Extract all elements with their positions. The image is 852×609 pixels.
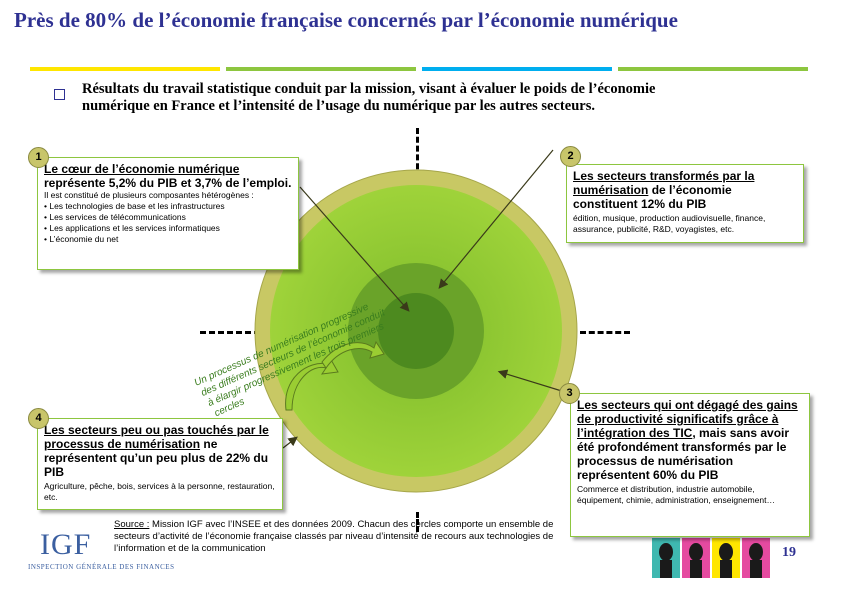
colored-silhouettes-decoration <box>652 538 770 578</box>
badge-number-4: 4 <box>28 408 49 429</box>
box-1-body: Il est constitué de plusieurs composante… <box>44 190 254 200</box>
info-box-2: Les secteurs transformés par la numérisa… <box>566 164 804 243</box>
intro-line-1: Résultats du travail statistique conduit… <box>82 81 656 97</box>
box-3-heading-rest: , mais sans avoir été profondément trans… <box>577 426 790 482</box>
curved-arrow-inner-icon <box>321 340 385 369</box>
intro-text: Résultats du travail statistique conduit… <box>82 81 782 115</box>
badge-number-2: 2 <box>560 146 581 167</box>
connector-box4 <box>282 436 298 449</box>
box-3-heading: Les secteurs qui ont dégagé des gains de… <box>577 398 803 482</box>
source-label: Source : <box>114 519 150 530</box>
connector-box3 <box>497 369 566 393</box>
info-box-4: Les secteurs peu ou pas touchés par le p… <box>37 418 283 510</box>
dashed-axis-top <box>416 128 419 178</box>
header-rule-yellow <box>30 67 220 71</box>
igf-logo-subtitle: INSPECTION GÉNÉRALE DES FINANCES <box>28 563 175 571</box>
header-rule-blue <box>422 67 612 71</box>
list-item: • Les services de télécommunications <box>44 212 186 222</box>
box-1-heading: Le cœur de l’économie numérique représen… <box>44 162 292 190</box>
box-2-heading-underlined: Les secteurs transformés par la numérisa… <box>573 169 755 197</box>
box-2-heading-rest: de l’économie constituent 12% du PIB <box>573 183 732 211</box>
dashed-axis-right <box>580 331 630 334</box>
box-1-heading-rest: représente 5,2% du PIB et 3,7% de l’empl… <box>44 176 292 190</box>
badge-number-1: 1 <box>28 147 49 168</box>
circle-core <box>378 293 454 369</box>
info-box-3: Les secteurs qui ont dégagé des gains de… <box>570 393 810 537</box>
box-4-heading-underlined: Les secteurs peu ou pas touchés par le p… <box>44 423 269 451</box>
box-4-heading: Les secteurs peu ou pas touchés par le p… <box>44 423 276 479</box>
box-4-body: Agriculture, pêche, bois, services à la … <box>44 481 275 502</box>
header-rule-green-2 <box>618 67 808 71</box>
dashed-axis-left <box>200 331 260 334</box>
intro-line-2: numérique en France et l’intensité de l’… <box>82 98 595 114</box>
dashed-axis-bottom <box>416 512 419 532</box>
box-3-heading-underlined: Les secteurs qui ont dégagé des gains de… <box>577 398 798 440</box>
source-text: Mission IGF avec l’INSEE et des données … <box>114 519 554 554</box>
connector-box1 <box>299 186 410 312</box>
box-2-heading: Les secteurs transformés par la numérisa… <box>573 169 797 211</box>
box-3-body: Commerce et distribution, industrie auto… <box>577 484 775 505</box>
page-title: Près de 80% de l’économie française conc… <box>14 8 678 32</box>
list-item: • Les applications et les services infor… <box>44 223 220 233</box>
header-rule-green <box>226 67 416 71</box>
box-1-heading-underlined: Le cœur de l’économie numérique <box>44 162 240 176</box>
connector-box2 <box>438 149 554 289</box>
igf-logo: IGF <box>40 528 92 561</box>
list-item: • Les technologies de base et les infras… <box>44 201 225 211</box>
checkbox-bullet-icon <box>54 89 65 100</box>
box-4-heading-rest: ne représentent qu’un peu plus de 22% du… <box>44 437 269 479</box>
badge-number-3: 3 <box>559 383 580 404</box>
box-2-body: édition, musique, production audiovisuel… <box>573 213 766 234</box>
list-item: • L’économie du net <box>44 234 119 244</box>
box-1-list: • Les technologies de base et les infras… <box>44 201 292 245</box>
page-number: 19 <box>782 545 796 560</box>
source-note: Source : Mission IGF avec l’INSEE et des… <box>114 519 554 555</box>
info-box-1: Le cœur de l’économie numérique représen… <box>37 157 299 270</box>
